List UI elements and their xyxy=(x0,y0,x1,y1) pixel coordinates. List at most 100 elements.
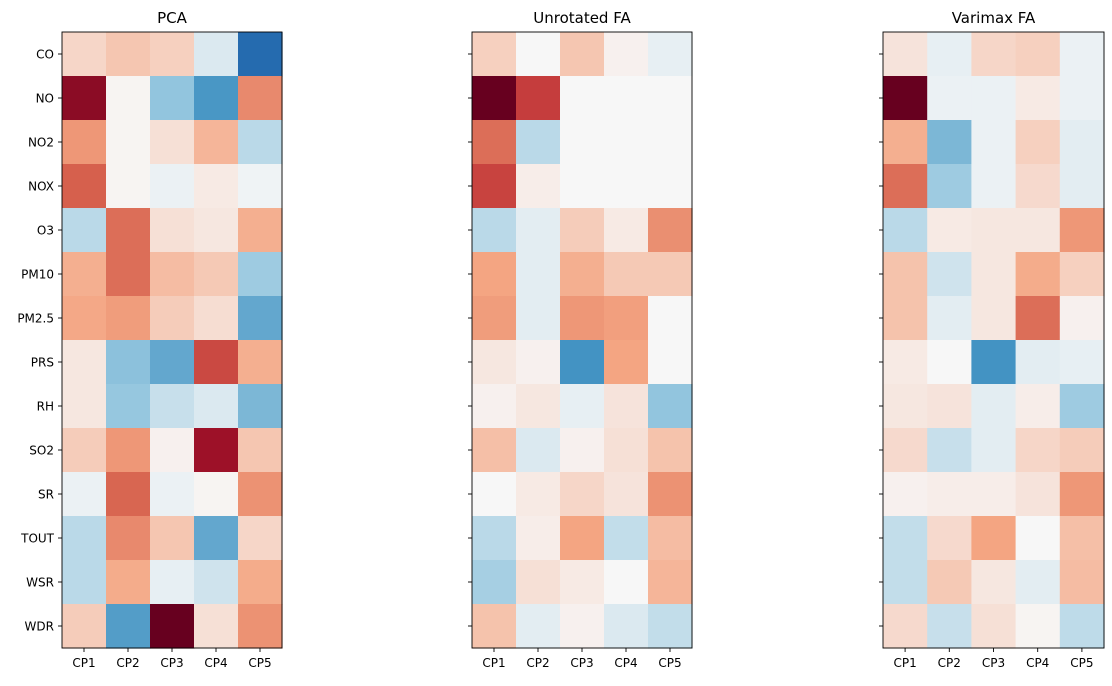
heatmap-cell xyxy=(194,428,239,473)
x-tick-label: CP2 xyxy=(526,656,549,670)
heatmap-cell xyxy=(472,384,517,429)
heatmap-cell xyxy=(604,604,649,649)
y-tick-label: SO2 xyxy=(29,444,54,458)
heatmap-cell xyxy=(1015,76,1061,121)
heatmap-cell xyxy=(927,384,972,429)
heatmap-cell xyxy=(194,384,239,429)
heatmap-cell xyxy=(560,252,605,297)
panel-title: Unrotated FA xyxy=(533,9,631,27)
heatmap-cell xyxy=(1059,604,1105,649)
heatmap-cell xyxy=(604,560,649,605)
heatmap-cell xyxy=(1059,428,1105,473)
heatmap-cell xyxy=(971,384,1017,429)
heatmap-cell xyxy=(1059,252,1105,297)
x-tick-label: CP3 xyxy=(570,656,593,670)
heatmap-cell xyxy=(516,384,561,429)
heatmap-cell xyxy=(62,428,107,473)
heatmap-cell xyxy=(150,252,195,297)
heatmap-cell xyxy=(1015,296,1061,341)
heatmap-cell xyxy=(971,560,1017,605)
heatmap-cell xyxy=(516,76,561,121)
heatmap-cell xyxy=(516,296,561,341)
heatmap-cell xyxy=(472,208,517,253)
heatmap-cell xyxy=(883,340,928,385)
x-tick-label: CP4 xyxy=(614,656,637,670)
heatmap-cell xyxy=(150,208,195,253)
heatmap-cell xyxy=(472,472,517,517)
heatmap-cell xyxy=(516,472,561,517)
heatmap-cell xyxy=(472,296,517,341)
heatmap-cell xyxy=(604,208,649,253)
heatmap-cell xyxy=(971,208,1017,253)
heatmap-cell xyxy=(62,516,107,561)
heatmap-cell xyxy=(883,560,928,605)
heatmap-cell xyxy=(927,252,972,297)
heatmap-cell xyxy=(238,472,283,517)
heatmap-cell xyxy=(560,428,605,473)
heatmap-cell xyxy=(1015,604,1061,649)
heatmap-cell xyxy=(604,516,649,561)
heatmap-cell xyxy=(883,604,928,649)
y-tick-label: TOUT xyxy=(20,532,55,546)
heatmap-cell xyxy=(648,296,693,341)
heatmap-cell xyxy=(62,472,107,517)
heatmap-cell xyxy=(62,340,107,385)
heatmap-cell xyxy=(62,560,107,605)
heatmap-cell xyxy=(516,252,561,297)
heatmap-cell xyxy=(238,164,283,209)
heatmap-cell xyxy=(62,296,107,341)
heatmap-cell xyxy=(106,32,151,77)
heatmap-cell xyxy=(106,208,151,253)
heatmap-cell xyxy=(472,560,517,605)
heatmap-cell xyxy=(604,296,649,341)
heatmap-cell xyxy=(472,120,517,165)
heatmap-panel-1: PCA CO NO NO2 NOX O3 PM10 PM2.5 PRS RH SO2 SR TOUT WS… xyxy=(17,9,283,670)
heatmap-cell xyxy=(927,296,972,341)
y-tick-label: CO xyxy=(36,48,54,62)
x-tick-label: CP2 xyxy=(116,656,139,670)
heatmap-cell xyxy=(883,472,928,517)
heatmap-cell xyxy=(106,428,151,473)
heatmap-cell xyxy=(238,208,283,253)
heatmap-cell xyxy=(1015,516,1061,561)
heatmap-cell xyxy=(648,472,693,517)
heatmap-panel-3: Varimax FA CP1 CP2 CP3 CP4 CP5 xyxy=(879,9,1105,670)
heatmap-cell xyxy=(883,164,928,209)
heatmap-cell xyxy=(472,252,517,297)
heatmap-cell xyxy=(1059,296,1105,341)
heatmap-cell xyxy=(1015,428,1061,473)
heatmap-cell xyxy=(604,384,649,429)
heatmap-cell xyxy=(238,516,283,561)
heatmap-cell xyxy=(106,164,151,209)
heatmap-cell xyxy=(150,384,195,429)
heatmap-cell xyxy=(516,560,561,605)
heatmap-cell xyxy=(238,76,283,121)
heatmap-cell xyxy=(150,76,195,121)
x-tick-label: CP5 xyxy=(248,656,271,670)
heatmap-cell xyxy=(927,32,972,77)
heatmap-cell xyxy=(1015,164,1061,209)
heatmap-cell xyxy=(472,32,517,77)
heatmap-cell xyxy=(1059,120,1105,165)
x-tick-label: CP1 xyxy=(482,656,505,670)
heatmap-cell xyxy=(62,76,107,121)
heatmap-cell xyxy=(1015,472,1061,517)
heatmap-cell xyxy=(648,560,693,605)
heatmap-cell xyxy=(516,208,561,253)
heatmap-cell xyxy=(106,604,151,649)
heatmap-cell xyxy=(472,604,517,649)
heatmap-cell xyxy=(238,296,283,341)
heatmap-cell xyxy=(1015,384,1061,429)
x-tick-label: CP3 xyxy=(160,656,183,670)
heatmap-cell xyxy=(560,472,605,517)
heatmap-cell xyxy=(648,164,693,209)
x-tick-label: CP4 xyxy=(204,656,227,670)
heatmap-cell xyxy=(106,120,151,165)
heatmap-cell xyxy=(927,428,972,473)
heatmap-cell xyxy=(560,384,605,429)
heatmap-cell xyxy=(1059,32,1105,77)
heatmap-cell xyxy=(971,76,1017,121)
heatmap-cell xyxy=(648,208,693,253)
heatmap-cell xyxy=(472,516,517,561)
